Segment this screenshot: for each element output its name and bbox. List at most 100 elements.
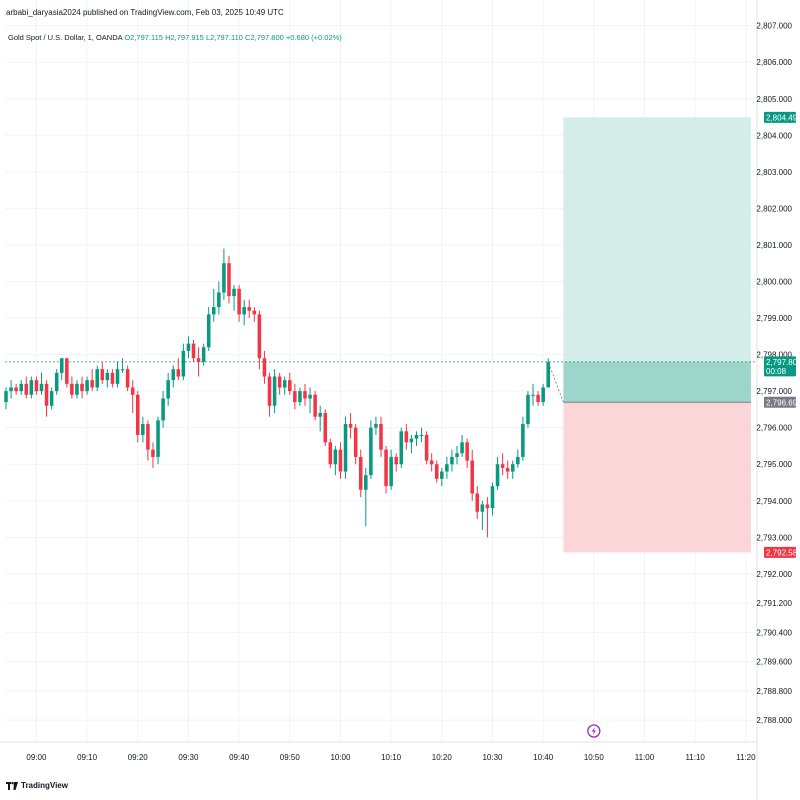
target-price-label-bg [764,111,796,123]
time-axis-tick-label: 10:00 [330,753,351,762]
candle-body [85,380,89,392]
candle-body [369,427,373,476]
price-axis-tick-label: 2,788.800 [756,687,792,696]
candle-body [333,449,338,465]
time-axis-tick-label: 10:50 [584,753,605,762]
candle-body [516,456,520,465]
candle-body [308,394,312,399]
candle-body [105,372,110,381]
price-axis-tick-label: 2,798.000 [756,351,792,360]
candle-body [424,434,429,461]
price-axis-tick-label: 2,791.200 [756,599,792,608]
change-value: +0.680 (+0.02%) [285,33,342,42]
time-axis-tick-label: 09:50 [280,753,301,762]
candle-body [455,453,459,457]
candle-body [24,383,29,395]
candle-body [9,387,13,392]
candle-body [374,424,378,428]
candle-body [531,394,535,396]
price-axis-tick-label: 2,792.000 [756,570,792,579]
price-axis-tick-label: 2,805.000 [756,95,792,104]
countdown-label: 00:08 [766,367,787,376]
price-axis-tick-label: 2,797.000 [756,387,792,396]
price-axis-tick-label: 2,799.000 [756,314,792,323]
candle-body [272,376,277,406]
candle-body [480,504,485,512]
candle-body [70,383,74,395]
candle-body [541,387,545,403]
candle-body [546,361,550,388]
tradingview-logo-text: TradingView [21,781,68,790]
candle-body [379,424,383,450]
candle-body [465,442,469,461]
candle-body [39,383,44,392]
price-axis-tick-label: 2,803.000 [756,168,792,177]
time-axis-tick-label: 09:20 [128,753,149,762]
candle-body [217,292,221,308]
candle-body [135,394,140,435]
candle-body [14,387,18,392]
candle-body [232,288,236,297]
time-axis-tick-label: 11:10 [685,753,705,762]
lightning-bolt-glyph [591,727,596,735]
candle-body [505,467,510,472]
price-axis-tick-label: 2,806.000 [756,58,792,67]
candle-body [394,456,398,465]
candle-body [262,358,267,377]
candle-body [237,288,241,315]
candle-body [196,358,201,362]
candle-body [338,449,343,472]
candle-body [242,307,246,315]
candle-body [75,383,79,395]
position-stop-zone[interactable] [563,402,751,553]
candle-body [181,350,186,377]
candle-body [348,424,353,428]
time-axis-tick-label: 09:30 [178,753,199,762]
tradingview-logo[interactable]: TradingView [6,781,68,790]
candle-body [521,424,525,457]
candle-body [445,464,449,472]
candle-body [470,460,474,494]
time-axis-tick-label: 10:40 [533,753,554,762]
position-active-zone [563,361,751,403]
candle-body [293,391,297,403]
candle-body [156,420,160,457]
candle-body [526,394,530,425]
candle-body [141,424,145,435]
price-axis-tick-label: 2,793.000 [756,533,792,542]
candle-body [404,431,409,443]
price-axis-tick-label: 2,794.000 [756,497,792,506]
entry-price-label-bg [764,396,796,408]
candle-body [414,434,419,439]
candle-body [222,263,226,293]
candle-body [419,434,424,436]
candle-body [161,398,165,421]
candle-body [434,464,439,479]
price-axis-tick-label: 2,788.000 [756,716,792,725]
time-axis-tick-label: 09:00 [26,753,47,762]
position-target-zone[interactable] [563,117,751,403]
price-axis-tick-label: 2,807.000 [756,22,792,31]
candle-body [267,376,272,406]
candle-body [125,369,130,388]
candle-body [4,391,8,403]
time-axis-tick-label: 10:10 [381,753,402,762]
candle-body [206,314,211,348]
target-price-label: 2,804.492 [766,113,800,122]
candle-body [95,369,99,388]
candle-body [353,427,358,457]
symbol-name[interactable]: Gold Spot / U.S. Dollar, 1, OANDA [8,33,123,42]
candle-body [120,369,125,371]
candle-body [34,380,39,392]
candle-body [130,387,135,395]
candle-body [247,307,252,311]
candle-body [29,380,34,395]
last-price-label: 2,797.800 [766,358,800,367]
candle-body [80,383,84,392]
position-projection-line [547,361,564,403]
low-value: L2,797.110 [205,33,243,42]
candle-body [303,391,307,399]
candle-body [510,464,515,472]
candle-body [409,438,414,443]
